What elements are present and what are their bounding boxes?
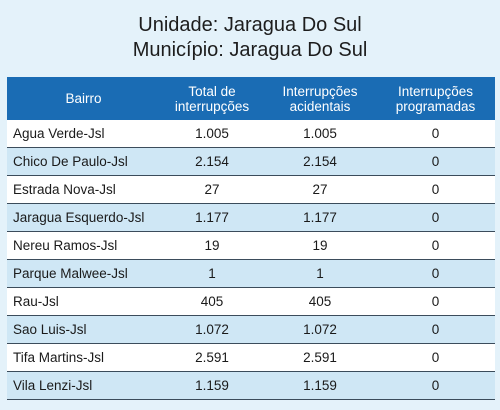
column-header-bairro: Bairro [7,77,160,120]
table-row: Rau-Jsl 405 405 0 [7,288,495,316]
table-row: Parque Malwee-Jsl 1 1 0 [7,260,495,288]
cell-acidentais: 2.591 [264,344,376,372]
column-header-acidentais: Interrupções acidentais [264,77,376,120]
cell-total: 1 [160,260,264,288]
cell-programadas: 0 [376,148,495,176]
table-row: Nereu Ramos-Jsl 19 19 0 [7,232,495,260]
cell-programadas: 0 [376,344,495,372]
municipio-title: Município: Jaragua Do Sul [132,39,368,61]
cell-bairro: Agua Verde-Jsl [7,120,160,148]
cell-bairro: Sao Luis-Jsl [7,316,160,344]
cell-programadas: 0 [376,176,495,204]
unidade-title: Unidade: Jaragua Do Sul [138,14,362,36]
cell-programadas: 0 [376,204,495,232]
cell-total: 405 [160,288,264,316]
cell-bairro: Nereu Ramos-Jsl [7,232,160,260]
table-header: Bairro Total de interrupções Interrupçõe… [7,77,495,120]
table-row: Jaragua Esquerdo-Jsl 1.177 1.177 0 [7,204,495,232]
column-header-total: Total de interrupções [160,77,264,120]
cell-acidentais: 2.154 [264,148,376,176]
table-row: Tifa Martins-Jsl 2.591 2.591 0 [7,344,495,372]
table-row: Estrada Nova-Jsl 27 27 0 [7,176,495,204]
page-header: Unidade: Jaragua Do Sul Município: Jarag… [0,0,500,72]
cell-acidentais: 405 [264,288,376,316]
header-row: Bairro Total de interrupções Interrupçõe… [7,77,495,120]
interruptions-table: Bairro Total de interrupções Interrupçõe… [7,77,495,400]
cell-acidentais: 19 [264,232,376,260]
cell-bairro: Jaragua Esquerdo-Jsl [7,204,160,232]
cell-acidentais: 1.177 [264,204,376,232]
cell-bairro: Rau-Jsl [7,288,160,316]
cell-programadas: 0 [376,260,495,288]
cell-programadas: 0 [376,372,495,400]
cell-acidentais: 27 [264,176,376,204]
table-body: Agua Verde-Jsl 1.005 1.005 0 Chico De Pa… [7,120,495,400]
cell-programadas: 0 [376,120,495,148]
table-row: Chico De Paulo-Jsl 2.154 2.154 0 [7,148,495,176]
cell-acidentais: 1.005 [264,120,376,148]
cell-bairro: Parque Malwee-Jsl [7,260,160,288]
cell-programadas: 0 [376,316,495,344]
cell-programadas: 0 [376,288,495,316]
column-header-programadas: Interrupções programadas [376,77,495,120]
cell-bairro: Vila Lenzi-Jsl [7,372,160,400]
cell-bairro: Chico De Paulo-Jsl [7,148,160,176]
cell-acidentais: 1.159 [264,372,376,400]
cell-total: 2.154 [160,148,264,176]
cell-total: 1.072 [160,316,264,344]
cell-total: 1.159 [160,372,264,400]
cell-total: 2.591 [160,344,264,372]
table-row: Vila Lenzi-Jsl 1.159 1.159 0 [7,372,495,400]
cell-total: 27 [160,176,264,204]
cell-acidentais: 1.072 [264,316,376,344]
cell-bairro: Tifa Martins-Jsl [7,344,160,372]
cell-total: 19 [160,232,264,260]
cell-programadas: 0 [376,232,495,260]
table-row: Sao Luis-Jsl 1.072 1.072 0 [7,316,495,344]
cell-total: 1.177 [160,204,264,232]
cell-acidentais: 1 [264,260,376,288]
cell-bairro: Estrada Nova-Jsl [7,176,160,204]
cell-total: 1.005 [160,120,264,148]
table-row: Agua Verde-Jsl 1.005 1.005 0 [7,120,495,148]
